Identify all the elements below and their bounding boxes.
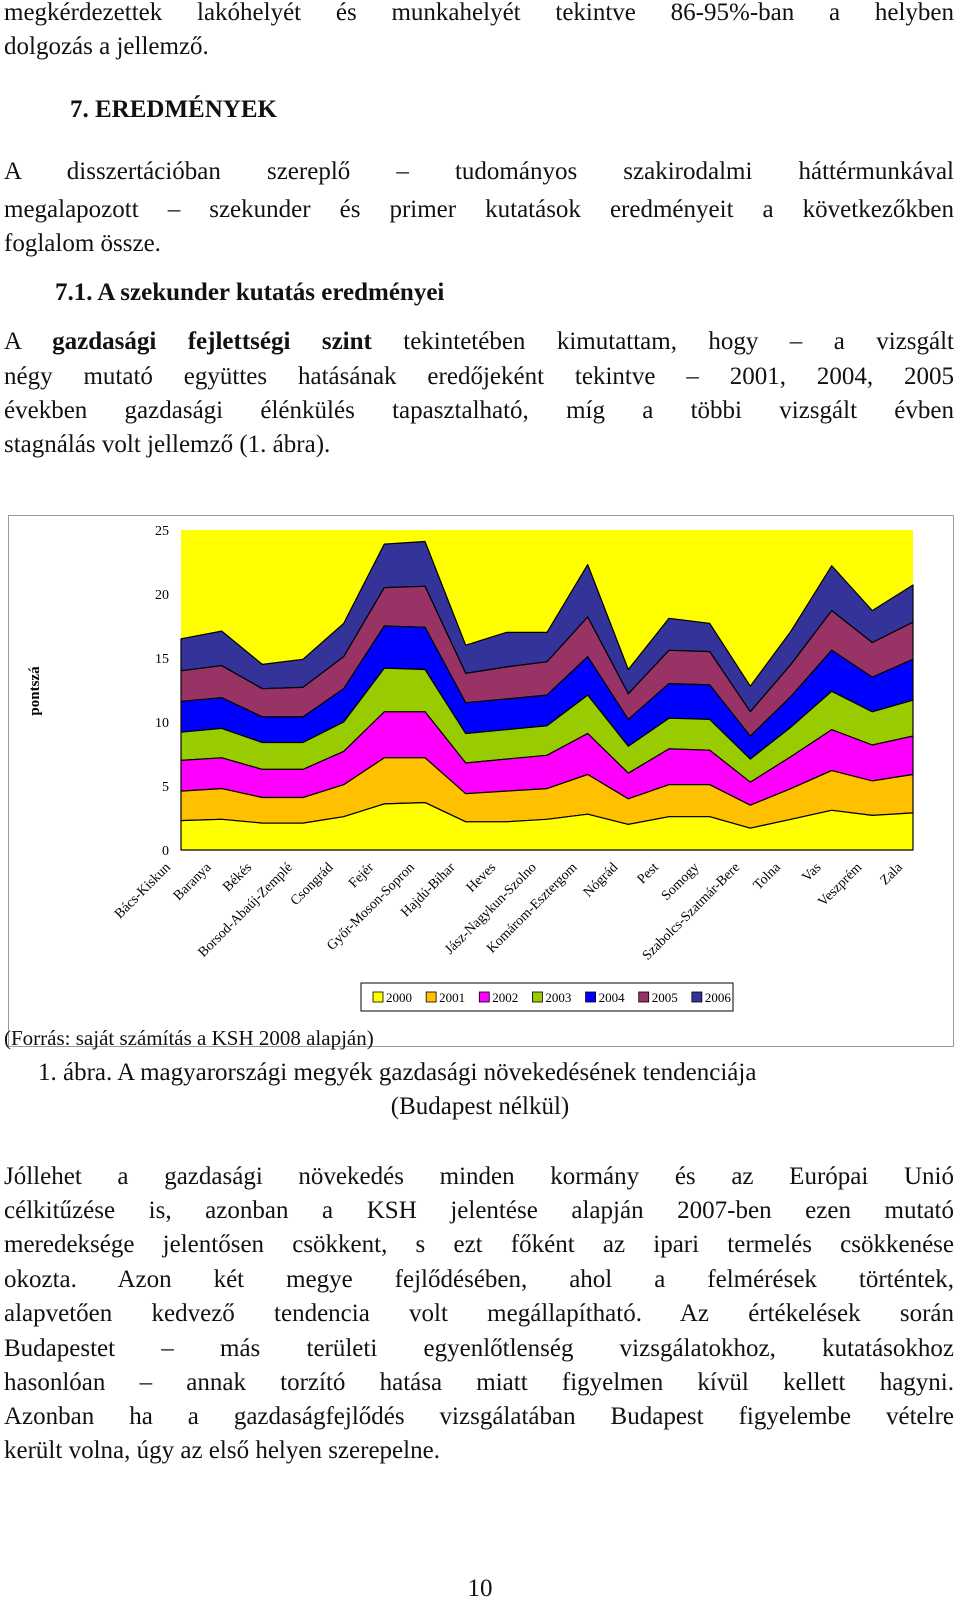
areas-layer xyxy=(180,540,914,851)
legend-swatch-2001 xyxy=(425,991,437,1003)
legend-swatch-2006 xyxy=(691,991,703,1003)
x-tick-label: Békés xyxy=(220,860,255,895)
x-tick-label: Bács-Kiskun xyxy=(112,860,174,922)
y-tick-label: 0 xyxy=(162,844,169,859)
y-tick-label: 10 xyxy=(155,716,169,731)
section7-line-2: megalapozott – szekunder és primer kutat… xyxy=(4,196,954,223)
figure-source: (Forrás: saját számítás a KSH 2008 alapj… xyxy=(4,1026,374,1050)
legend-label-2006: 2006 xyxy=(705,990,732,1005)
section71-p1-rest: tekintetében kimutattam, hogy – a vizsgá… xyxy=(371,328,955,355)
closing-line-5: alapvetően kedvező tendencia volt megáll… xyxy=(4,1300,954,1327)
legend-label-2004: 2004 xyxy=(599,990,626,1005)
closing-line-7: hasonlóan – annak torzító hatása miatt f… xyxy=(4,1369,954,1396)
chart-frame: 0 5 10 15 20 25 Bács-Kiskun Baranya Békés Borsod… xyxy=(8,515,954,1047)
legend-label-2005: 2005 xyxy=(652,990,678,1005)
section71-line-1: A gazdasági fejlettségi szint tekintetéb… xyxy=(4,325,954,359)
x-tick-label: Heves xyxy=(464,860,499,895)
y-tick-label: 20 xyxy=(155,588,169,603)
x-tick-label: Tolna xyxy=(751,860,785,894)
figure-title-line-1: 1. ábra. A magyarországi megyék gazdaság… xyxy=(38,1059,757,1086)
legend: 2000 2001 2002 2003 2004 2005 2006 xyxy=(360,982,734,1012)
legend-label-2003: 2003 xyxy=(545,990,571,1005)
x-tick-label: Nógrád xyxy=(581,860,621,900)
section7-line-1: A disszertációban szereplő – tudományos … xyxy=(4,158,954,185)
intro-line-1: megkérdezettek lakóhelyét és munkahelyét… xyxy=(4,0,954,26)
section71-line-3: években gazdasági élénkülés tapasztalhat… xyxy=(4,397,954,424)
closing-line-1: Jóllehet a gazdasági növekedés minden ko… xyxy=(4,1163,954,1190)
page-number: 10 xyxy=(467,1575,493,1602)
area-series-2000 xyxy=(180,802,914,851)
x-tick-label: Veszprém xyxy=(816,860,866,910)
closing-line-2: célkitűzése is, azonban a KSH jelentése … xyxy=(4,1197,954,1224)
section71-p1-bold: gazdasági fejlettségi szint xyxy=(52,328,372,355)
x-tick-label: Pest xyxy=(635,860,662,887)
intro-line-2: dolgozás a jellemző. xyxy=(4,33,209,60)
x-tick-label: Fejér xyxy=(346,860,377,891)
legend-swatch-2000 xyxy=(372,991,384,1003)
figure-title-line-2: (Budapest nélkül) xyxy=(390,1093,570,1120)
x-tick-label: Zala xyxy=(878,860,907,889)
closing-line-9: került volna, úgy az első helyen szerepe… xyxy=(4,1437,440,1464)
closing-line-3: meredeksége jelentősen csökkent, s ezt f… xyxy=(4,1231,954,1258)
y-axis: 0 5 10 15 20 25 xyxy=(155,524,169,859)
legend-swatch-2003 xyxy=(532,991,543,1003)
section71-line-4: stagnálás volt jellemző (1. ábra). xyxy=(4,431,331,458)
legend-swatch-2002 xyxy=(478,991,490,1003)
legend-box xyxy=(360,982,734,1012)
legend-swatch-2005 xyxy=(638,991,650,1003)
section-heading-7-1: 7.1. A szekunder kutatás eredményei xyxy=(55,279,445,306)
x-tick-label: Vas xyxy=(800,860,825,885)
y-tick-label: 5 xyxy=(162,780,169,795)
y-tick-label: 25 xyxy=(155,524,169,539)
legend-swatch-2004 xyxy=(585,991,596,1003)
closing-line-8: Azonban ha a gazdaságfejlődés vizsgálatá… xyxy=(4,1403,954,1430)
closing-line-4: okozta. Azon két megye fejlődésében, aho… xyxy=(4,1266,954,1293)
x-tick-label: Csongrád xyxy=(288,860,337,909)
legend-label-2002: 2002 xyxy=(492,990,518,1005)
y-axis-label: pontszá xyxy=(27,666,43,716)
section7-line-3: foglalom össze. xyxy=(4,230,161,257)
x-tick-label: Baranya xyxy=(171,860,215,904)
section-heading-7: 7. EREDMÉNYEK xyxy=(70,96,277,123)
section71-line-2: négy mutató együttes hatásának eredőjeké… xyxy=(4,363,954,390)
legend-label-2001: 2001 xyxy=(439,990,465,1005)
legend-label-2000: 2000 xyxy=(386,990,412,1005)
y-tick-label: 15 xyxy=(155,652,169,667)
section71-p1-prefix: A xyxy=(4,328,53,355)
closing-line-6: Budapestet – más területi egyenlőtlenség… xyxy=(4,1335,954,1362)
